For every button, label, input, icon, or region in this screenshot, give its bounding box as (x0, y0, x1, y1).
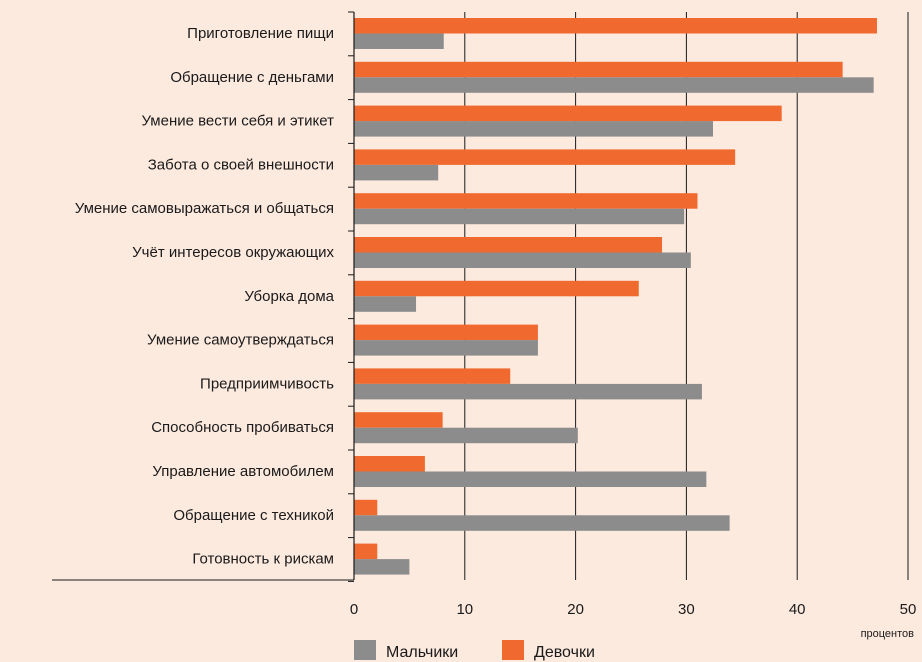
x-tick-label: 30 (678, 601, 695, 618)
category-label: Учёт интересов окружающих (132, 244, 334, 261)
bar-boys (354, 559, 410, 575)
x-tick-label: 10 (456, 601, 473, 618)
x-tick-label: 20 (567, 601, 584, 618)
bar-boys (354, 383, 702, 400)
bar-boys (354, 208, 685, 225)
bar-girls (354, 149, 736, 165)
bar-boys (354, 121, 713, 137)
legend-swatch (502, 640, 524, 660)
axes (52, 11, 355, 582)
bar-boys (354, 252, 691, 268)
bar-girls (354, 368, 511, 384)
bar-girls (354, 61, 843, 78)
legend-label: Девочки (534, 644, 595, 661)
category-label: Обращение с техникой (173, 507, 334, 524)
bar-boys (354, 471, 707, 487)
legend: Мальчики Девочки (354, 640, 595, 661)
bar-boys (354, 296, 417, 312)
x-tick-label: 40 (789, 601, 806, 618)
category-label: Умение самоутверждаться (147, 332, 334, 349)
bar-girls (354, 237, 663, 253)
bar-boys (354, 33, 444, 49)
bar-girls (354, 412, 443, 428)
bars (354, 18, 877, 575)
category-label: Обращение с деньгами (170, 69, 334, 86)
bar-girls (354, 456, 425, 472)
category-label: Забота о своей внешности (148, 156, 334, 173)
category-label: Предприимчивость (200, 375, 334, 392)
bar-girls (354, 280, 639, 297)
category-label: Управление автомобилем (152, 463, 334, 480)
x-axis-unit-label: процентов (861, 628, 915, 640)
category-label: Готовность к рискам (192, 551, 334, 568)
legend-swatch (354, 640, 376, 660)
category-label: Приготовление пищи (187, 25, 334, 42)
bar-boys (354, 164, 439, 181)
bar-boys (354, 77, 874, 93)
bar-girls (354, 18, 877, 34)
bar-girls (354, 543, 378, 560)
category-label: Умение самовыражаться и общаться (75, 200, 334, 217)
category-label: Способность пробиваться (151, 419, 334, 436)
tick-labels: 0 10 20 30 40 50 (350, 601, 917, 618)
category-label: Умение вести себя и этикет (141, 113, 334, 130)
category-labels: Приготовление пищи Обращение с деньгами Ум… (75, 25, 335, 568)
bar-girls (354, 324, 538, 341)
x-tick-label: 0 (350, 601, 358, 618)
bar-girls (354, 105, 782, 122)
bar-girls (354, 193, 698, 209)
bar-boys (354, 515, 730, 531)
bar-boys (354, 427, 578, 444)
category-label: Уборка дома (244, 288, 334, 305)
x-tick-label: 50 (900, 601, 917, 618)
bar-boys (354, 340, 538, 356)
bar-girls (354, 499, 378, 516)
legend-label: Мальчики (386, 644, 458, 661)
